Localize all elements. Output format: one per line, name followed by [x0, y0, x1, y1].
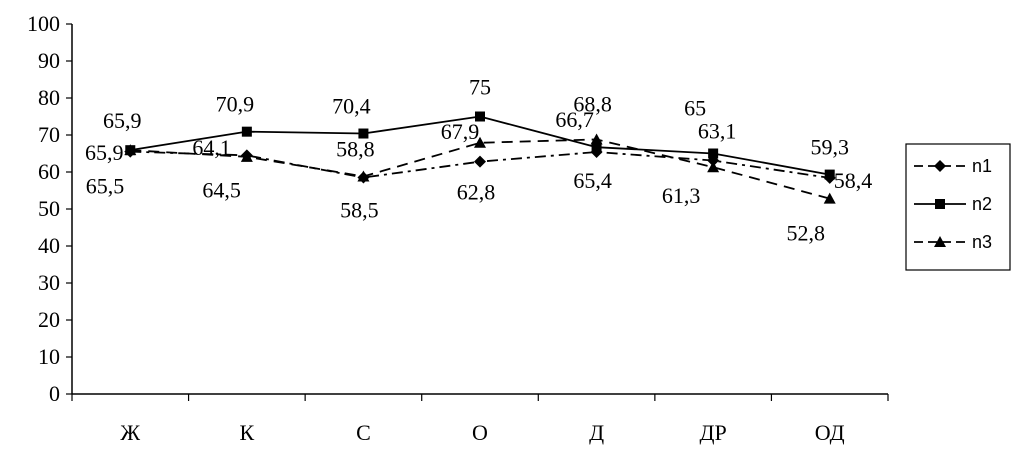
- legend-box: [905, 143, 1011, 271]
- data-label-n1: 64,5: [202, 177, 241, 202]
- data-point-n2: [475, 111, 485, 122]
- data-point-n3: [590, 133, 603, 145]
- y-tick-label: 60: [38, 159, 60, 184]
- x-tick-label: Ж: [120, 420, 140, 445]
- legend: n1 n2 n3: [905, 143, 1011, 271]
- data-point-n2: [824, 169, 835, 180]
- data-label-n2: 65: [684, 96, 706, 121]
- data-label-n1: 63,1: [698, 119, 737, 144]
- legend-item-n1: n1: [914, 156, 992, 176]
- data-point-n3: [124, 144, 137, 156]
- data-point-n3: [823, 192, 836, 204]
- y-tick-label: 40: [38, 233, 60, 258]
- y-tick-label: 20: [38, 307, 60, 332]
- legend-label: n1: [972, 156, 992, 176]
- x-tick-label: О: [472, 420, 488, 445]
- data-label-n1: 65,5: [86, 174, 125, 199]
- data-label-n3: 64,1: [192, 135, 231, 160]
- data-point-n1: [474, 155, 486, 168]
- data-label-n3: 67,9: [441, 119, 480, 144]
- data-label-n1: 65,4: [573, 168, 612, 193]
- x-tick-label: ДР: [700, 420, 727, 445]
- y-tick-label: 70: [38, 122, 60, 147]
- data-point-n3: [474, 136, 486, 148]
- data-point-n3: [707, 161, 720, 173]
- legend-label: n3: [972, 232, 992, 252]
- legend-marker: [934, 160, 946, 172]
- legend-item-n3: n3: [914, 232, 992, 252]
- legend-item-n2: n2: [914, 194, 992, 214]
- x-tick-label: ОД: [815, 420, 845, 445]
- data-label-n3: 61,3: [662, 183, 701, 208]
- x-tick-label: Д: [589, 420, 604, 445]
- legend-marker: [934, 236, 946, 247]
- data-label-n2: 65,9: [103, 108, 142, 133]
- data-label-n3: 68,8: [573, 91, 612, 116]
- data-label-n2: 59,3: [810, 135, 849, 160]
- data-label-n3: 65,9: [85, 140, 124, 165]
- data-point-n2: [708, 148, 719, 159]
- data-label-n2: 70,9: [216, 92, 255, 117]
- x-tick-label: К: [240, 420, 255, 445]
- data-label-n3: 58,8: [336, 136, 375, 161]
- data-label-n1: 62,8: [457, 180, 496, 205]
- y-tick-label: 0: [49, 381, 60, 406]
- x-tick-label: С: [356, 420, 371, 445]
- y-tick-label: 80: [38, 85, 60, 110]
- data-label-n2: 75: [469, 75, 491, 100]
- series-n3: [124, 133, 836, 204]
- series-layer: [124, 111, 836, 204]
- y-tick-label: 100: [27, 11, 60, 36]
- data-label-n1: 58,5: [340, 198, 379, 223]
- data-label-n2: 66,7: [555, 107, 594, 132]
- data-label-n2: 70,4: [332, 94, 371, 119]
- legend-label: n2: [972, 194, 992, 214]
- data-point-n2: [591, 142, 602, 153]
- data-point-n3: [357, 170, 370, 182]
- data-labels: 65,5 64,5 58,5 62,8 65,4 63,1 58,4 65,9 70,9 70,4…: [85, 75, 872, 246]
- y-tick-label: 10: [38, 344, 60, 369]
- data-label-n1: 58,4: [834, 168, 873, 193]
- legend-marker: [935, 199, 945, 209]
- y-tick-label: 90: [38, 48, 60, 73]
- data-point-n2: [358, 128, 369, 139]
- y-tick-label: 30: [38, 270, 60, 295]
- data-point-n2: [241, 126, 252, 137]
- data-point-n3: [240, 150, 253, 162]
- y-tick-label: 50: [38, 196, 60, 221]
- data-label-n3: 52,8: [786, 221, 825, 246]
